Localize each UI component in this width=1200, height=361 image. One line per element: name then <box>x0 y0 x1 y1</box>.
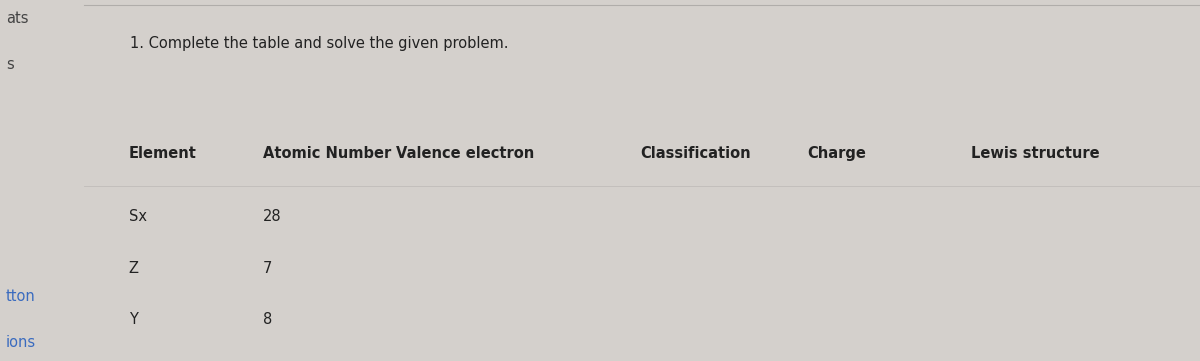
Text: Y: Y <box>128 312 138 327</box>
Text: Atomic Number: Atomic Number <box>263 146 391 161</box>
Text: Sx: Sx <box>128 209 146 224</box>
Text: 7: 7 <box>263 261 272 277</box>
Text: Classification: Classification <box>640 146 750 161</box>
Text: Lewis structure: Lewis structure <box>971 146 1100 161</box>
Text: 8: 8 <box>263 312 272 327</box>
Text: Element: Element <box>128 146 197 161</box>
Text: 28: 28 <box>263 209 281 224</box>
Text: tton: tton <box>6 288 36 304</box>
Text: Valence electron: Valence electron <box>396 146 535 161</box>
Text: ats: ats <box>6 10 29 26</box>
Text: Charge: Charge <box>808 146 866 161</box>
Text: 1. Complete the table and solve the given problem.: 1. Complete the table and solve the give… <box>130 36 508 51</box>
Text: Z: Z <box>128 261 139 277</box>
Text: s: s <box>6 57 13 73</box>
Text: ions: ions <box>6 335 36 351</box>
